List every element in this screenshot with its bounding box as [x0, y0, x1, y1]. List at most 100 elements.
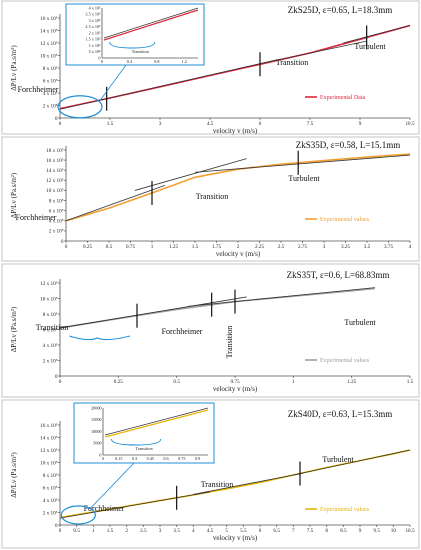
inset-transition-label: Transition	[136, 446, 154, 451]
y-tick-label: 14 x 10⁵	[46, 168, 64, 174]
chart-title: ZkS35D, ε=0.58, L=15.1mm	[296, 140, 400, 150]
y-tick-label: 10 x 10⁵	[40, 296, 58, 302]
y-tick-label: 4 x 10⁵	[43, 91, 58, 97]
y-tick-label: 10 x 10⁵	[40, 460, 58, 466]
y-axis-label: ΔP/Lv (Pa.s/m²)	[10, 45, 18, 91]
y-tick-label: 4 x 10⁵	[43, 498, 58, 504]
y-axis-label: ΔP/Lv (Pa.s/m²)	[10, 172, 18, 218]
x-tick-label: 2.75	[298, 244, 307, 250]
x-tick-label: 0.25	[83, 244, 92, 250]
y-tick-label: 10 x 10⁵	[40, 53, 58, 59]
y-tick-label: 4 x 10⁵	[43, 343, 58, 349]
inset-x-tick-label: 0.8	[154, 59, 159, 64]
regime-label: Transition	[276, 58, 309, 67]
inset-x-tick-label: 0.4	[127, 59, 133, 64]
x-tick-label: 0.5	[106, 244, 113, 250]
x-tick-label: 10	[391, 528, 397, 534]
x-tick-label: 0	[59, 528, 62, 534]
zoom-connector-line	[99, 64, 127, 101]
x-tick-label: 5.5	[240, 528, 247, 534]
regime-fit-line	[59, 296, 247, 329]
inset-y-tick-label: 2.5 x 10⁵	[85, 24, 101, 29]
x-tick-label: 0	[59, 379, 62, 385]
x-tick-label: 0	[65, 244, 68, 250]
chart-title: ZkS25D, ε=0.65, L=18.3mm	[288, 5, 392, 15]
inset-y-tick-label: 5 x 10⁴	[89, 49, 101, 54]
x-tick-label: 8	[325, 528, 328, 534]
x-tick-label: 0.5	[73, 528, 80, 534]
legend-label: Experimental values	[320, 358, 370, 364]
x-axis-label: velocity v (m/s)	[216, 250, 261, 258]
chart-panel-3: ZkS35T, ε=0.6, L=68.83mm 0 0.25 0.5 0.75 1 1.2…	[10, 270, 414, 393]
y-tick-label: 14 x 10⁵	[40, 28, 58, 34]
x-tick-label: 6	[259, 528, 262, 534]
regime-fit-line	[293, 449, 411, 476]
inset-x-tick-label: 0.6	[163, 456, 168, 461]
inset-transition-brace	[110, 438, 162, 446]
inset-x-tick-label: 0	[102, 456, 104, 461]
x-tick-label: 2	[237, 244, 240, 250]
regime-fit-line	[134, 158, 247, 191]
x-tick-label: 1	[151, 244, 154, 250]
y-tick-label: 12 x 10⁵	[40, 41, 58, 47]
inset-x-tick-label: 1.2	[182, 59, 187, 64]
y-axis-label: ΔP/Lv (Pa.s/m²)	[10, 306, 18, 352]
x-axis-label: velocity v (m/s)	[213, 127, 258, 135]
regime-label: Forchheimer	[16, 213, 57, 222]
regime-label: Transition	[201, 480, 234, 489]
x-axis-label: velocity v (m/s)	[213, 385, 258, 393]
regime-fit-line	[188, 287, 376, 307]
x-tick-label: 9	[359, 121, 362, 127]
x-axis-label: velocity v (m/s)	[213, 534, 258, 542]
y-tick-label: 8 x 10⁵	[49, 198, 64, 204]
x-tick-label: 1.5	[407, 379, 414, 385]
inset-y-tick-label: 4 x 10⁵	[89, 5, 101, 10]
x-tick-label: 1.25	[347, 379, 356, 385]
inset-y-tick-label: 15000	[91, 417, 101, 422]
chart-title: ZkS35T, ε=0.6, L=68.83mm	[287, 270, 390, 280]
x-tick-label: 1.25	[169, 244, 178, 250]
x-tick-label: 3.75	[384, 244, 393, 250]
inset-y-tick-label: 0	[98, 55, 100, 60]
inset-transition-brace	[109, 41, 156, 49]
inset-y-tick-label: 0	[99, 452, 101, 457]
zoom-connector-line	[89, 462, 135, 510]
y-tick-label: 6 x 10⁵	[43, 485, 58, 491]
x-tick-label: 0	[59, 121, 62, 127]
y-tick-label: 8 x 10⁵	[43, 66, 58, 72]
inset-chart: 0 0.15 0.3 0.45 0.6 0.75 0.9 0 5000 10000 15000 200…	[73, 402, 215, 464]
x-tick-label: 3	[323, 244, 326, 250]
x-tick-label: 2	[125, 528, 128, 534]
regime-label: Turbulent	[288, 174, 320, 183]
regime-label: Turbulent	[354, 42, 386, 51]
x-tick-label: 0.75	[230, 379, 239, 385]
x-tick-label: 4	[192, 528, 195, 534]
inset-fit-line	[104, 407, 209, 436]
y-tick-label: 2 x 10⁵	[49, 229, 64, 235]
x-tick-label: 2.25	[255, 244, 264, 250]
x-tick-label: 1.5	[107, 121, 114, 127]
x-tick-label: 0.25	[114, 379, 123, 385]
chart-panel-4: ZkS40D, ε=0.63, L=15.3mm 0 0.5 1 1.5 2 2.5 3 3.5…	[10, 402, 415, 542]
y-tick-label: 0	[61, 239, 64, 245]
x-tick-label: 1	[92, 528, 95, 534]
y-tick-label: 0	[55, 374, 58, 380]
x-tick-label: 3.5	[364, 244, 371, 250]
inset-y-tick-label: 1 x 10⁵	[89, 43, 101, 48]
inset-y-tick-label: 3 x 10⁵	[89, 18, 101, 23]
legend-label: Experimental Data	[320, 95, 365, 101]
inset-x-tick-label: 0.3	[132, 456, 137, 461]
x-tick-label: 2.5	[140, 528, 147, 534]
x-tick-label: 10.5	[405, 528, 414, 534]
inset-y-tick-label: 2 x 10⁵	[89, 30, 101, 35]
regime-label: Transition	[225, 326, 234, 359]
experimental-series-line	[59, 287, 376, 329]
inset-series-line	[104, 409, 209, 438]
zoom-region-ellipse	[60, 505, 96, 525]
inset-series-line	[103, 9, 199, 41]
x-tick-label: 4	[409, 244, 412, 250]
x-tick-label: 1	[292, 379, 295, 385]
panel-4-frame	[1, 399, 420, 549]
regime-fit-line	[193, 472, 304, 495]
